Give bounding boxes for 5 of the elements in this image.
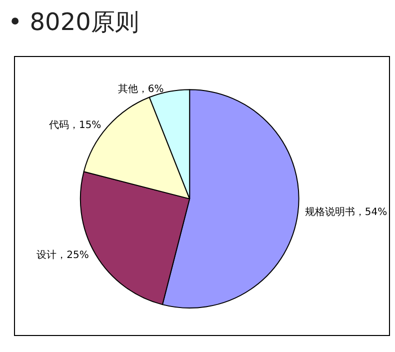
chart-title: • 8020原则 xyxy=(8,7,139,38)
slice-label: 规格说明书，54% xyxy=(304,206,388,218)
slice-label: 其他，6% xyxy=(118,83,164,96)
slice-label: 代码，15% xyxy=(48,120,102,131)
slice-label: 设计，25% xyxy=(36,248,89,261)
